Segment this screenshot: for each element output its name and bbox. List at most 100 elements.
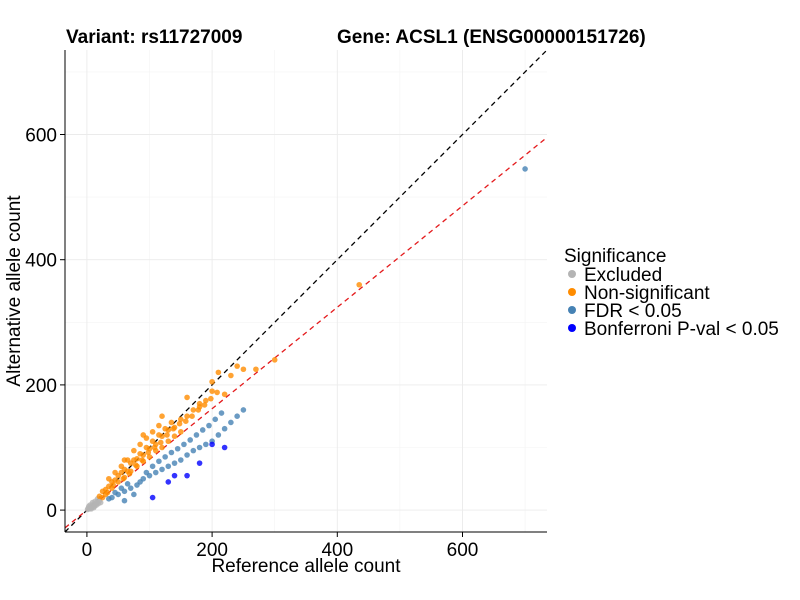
point-non-significant (195, 407, 202, 413)
y-tick-label: 600 (25, 126, 57, 147)
point-fdr-0-05 (240, 407, 247, 413)
point-non-significant (228, 372, 234, 379)
point-non-significant (140, 432, 147, 438)
point-excluded (84, 506, 91, 513)
point-fdr-0-05 (178, 457, 184, 463)
point-fdr-0-05 (199, 427, 206, 433)
point-non-significant (165, 438, 172, 445)
point-non-significant (139, 457, 145, 463)
point-non-significant (115, 479, 122, 485)
point-non-significant (156, 422, 162, 429)
point-fdr-0-05 (127, 485, 134, 491)
point-fdr-0-05 (159, 466, 165, 473)
point-non-significant (356, 281, 363, 288)
x-tick-label: 0 (82, 540, 93, 561)
point-non-significant (215, 369, 222, 376)
point-fdr-0-05 (187, 437, 193, 443)
point-non-significant (209, 388, 215, 394)
point-non-significant (189, 413, 195, 419)
point-non-significant (234, 363, 240, 369)
point-non-significant (126, 470, 133, 477)
legend-key (568, 306, 576, 314)
point-fdr-0-05 (168, 449, 175, 456)
point-fdr-0-05 (121, 497, 128, 504)
point-non-significant (159, 433, 165, 440)
legend-title: Significance (564, 246, 666, 267)
point-non-significant (178, 429, 184, 435)
point-non-significant (240, 366, 247, 373)
legend-key (568, 270, 576, 278)
point-fdr-0-05 (143, 469, 150, 476)
point-non-significant (157, 439, 164, 446)
point-non-significant (190, 407, 197, 413)
point-non-significant (131, 447, 137, 454)
point-non-significant (201, 402, 208, 408)
point-fdr-0-05 (165, 463, 172, 470)
point-fdr-0-05 (184, 452, 190, 458)
point-fdr-0-05 (206, 422, 212, 429)
point-bonferroni-p-val-0-05 (165, 479, 172, 485)
legend-key (568, 288, 576, 296)
point-non-significant (121, 457, 128, 463)
y-axis-label: Alternative allele count (4, 195, 25, 387)
point-non-significant (151, 444, 158, 451)
point-non-significant (176, 420, 183, 427)
point-fdr-0-05 (137, 479, 143, 485)
point-non-significant (184, 394, 190, 401)
reference-line-identity (64, 49, 548, 533)
point-non-significant (221, 391, 228, 398)
legend-key (568, 324, 576, 332)
point-non-significant (208, 395, 214, 402)
point-non-significant (214, 389, 220, 396)
axis-ticks: 0 200 400 600 0 200 400 600 (25, 126, 478, 561)
legend: Significance ExcludedNon-significantFDR … (564, 246, 779, 340)
point-fdr-0-05 (203, 441, 209, 448)
y-tick-label: 0 (46, 501, 57, 522)
point-fdr-0-05 (156, 458, 162, 465)
legend-label: FDR < 0.05 (584, 301, 682, 322)
point-non-significant (145, 449, 152, 456)
legend-label: Bonferroni P-val < 0.05 (584, 319, 779, 340)
point-non-significant (159, 413, 165, 419)
point-fdr-0-05 (181, 441, 187, 448)
point-excluded (93, 502, 100, 508)
point-non-significant (132, 462, 139, 468)
point-bonferroni-p-val-0-05 (149, 494, 156, 501)
point-non-significant (171, 433, 178, 440)
point-fdr-0-05 (106, 496, 112, 502)
point-fdr-0-05 (221, 425, 228, 432)
point-non-significant (253, 366, 259, 373)
y-tick-label: 400 (25, 251, 57, 272)
x-axis-label: Reference allele count (211, 556, 401, 577)
point-non-significant (99, 494, 106, 501)
point-fdr-0-05 (162, 454, 168, 460)
point-non-significant (134, 455, 140, 462)
y-tick-label: 200 (25, 376, 57, 397)
chart-title-variant: Variant: rs11727009 (66, 27, 242, 48)
point-bonferroni-p-val-0-05 (184, 472, 190, 479)
legend-label: Excluded (584, 265, 662, 286)
point-bonferroni-p-val-0-05 (196, 460, 203, 466)
point-non-significant (203, 397, 209, 404)
point-non-significant (164, 432, 170, 438)
point-fdr-0-05 (149, 463, 156, 470)
point-non-significant (183, 418, 189, 425)
point-non-significant (104, 489, 111, 496)
legend-label: Non-significant (584, 283, 710, 304)
point-non-significant (165, 427, 172, 433)
point-non-significant (146, 454, 153, 460)
x-tick-label: 200 (196, 540, 228, 561)
point-fdr-0-05 (218, 410, 225, 416)
point-non-significant (120, 475, 127, 482)
point-fdr-0-05 (124, 481, 131, 487)
point-non-significant (137, 441, 143, 448)
point-non-significant (106, 475, 112, 482)
point-bonferroni-p-val-0-05 (221, 444, 228, 451)
point-non-significant (140, 452, 147, 458)
point-bonferroni-p-val-0-05 (209, 441, 215, 448)
point-fdr-0-05 (522, 166, 528, 172)
point-fdr-0-05 (171, 460, 178, 466)
point-non-significant (170, 425, 177, 432)
point-fdr-0-05 (228, 419, 234, 426)
